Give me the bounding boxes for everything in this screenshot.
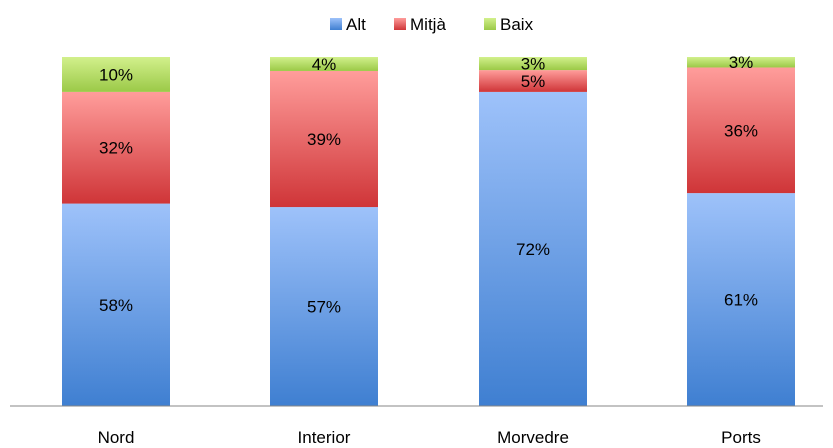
data-label: 36% (724, 121, 758, 140)
data-label: 61% (724, 291, 758, 310)
bar-alt-morvedre (479, 91, 587, 407)
legend-swatch (330, 18, 342, 30)
data-label: 72% (516, 240, 550, 259)
bar-alt-interior (270, 207, 378, 406)
x-tick-label: Interior (298, 428, 351, 447)
bar-mitj-morvedre (479, 70, 587, 92)
bar-baix-interior (270, 57, 378, 71)
data-label: 10% (99, 65, 133, 84)
data-label: 3% (521, 55, 546, 74)
bar-alt-ports (687, 193, 795, 406)
legend-swatch (394, 18, 406, 30)
bar-baix-nord (62, 57, 170, 92)
bar-baix-morvedre (479, 57, 587, 71)
legend-label: Mitjà (410, 15, 446, 34)
legend-label: Baix (500, 15, 534, 34)
data-label: 57% (307, 298, 341, 317)
bar-alt-nord (62, 203, 170, 406)
legend-label: Alt (346, 15, 366, 34)
data-label: 58% (99, 296, 133, 315)
plot-area: 58%32%10%57%39%4%72%5%3%61%36%3% (62, 53, 795, 407)
bar-baix-ports (687, 57, 795, 68)
x-axis-tick-labels: Nord Interior Morvedre Ports (98, 428, 761, 447)
data-label: 39% (307, 130, 341, 149)
data-label: 32% (99, 139, 133, 158)
legend-swatch (484, 18, 496, 30)
x-tick-label: Ports (721, 428, 761, 447)
bar-mitj-ports (687, 67, 795, 194)
data-label: 3% (729, 53, 754, 72)
legend: Alt Mitjà Baix (330, 15, 534, 34)
data-label: 4% (312, 55, 337, 74)
data-label: 5% (521, 72, 546, 91)
x-tick-label: Morvedre (497, 428, 569, 447)
x-tick-label: Nord (98, 428, 135, 447)
bar-mitj-interior (270, 70, 378, 208)
bar-mitj-nord (62, 91, 170, 204)
